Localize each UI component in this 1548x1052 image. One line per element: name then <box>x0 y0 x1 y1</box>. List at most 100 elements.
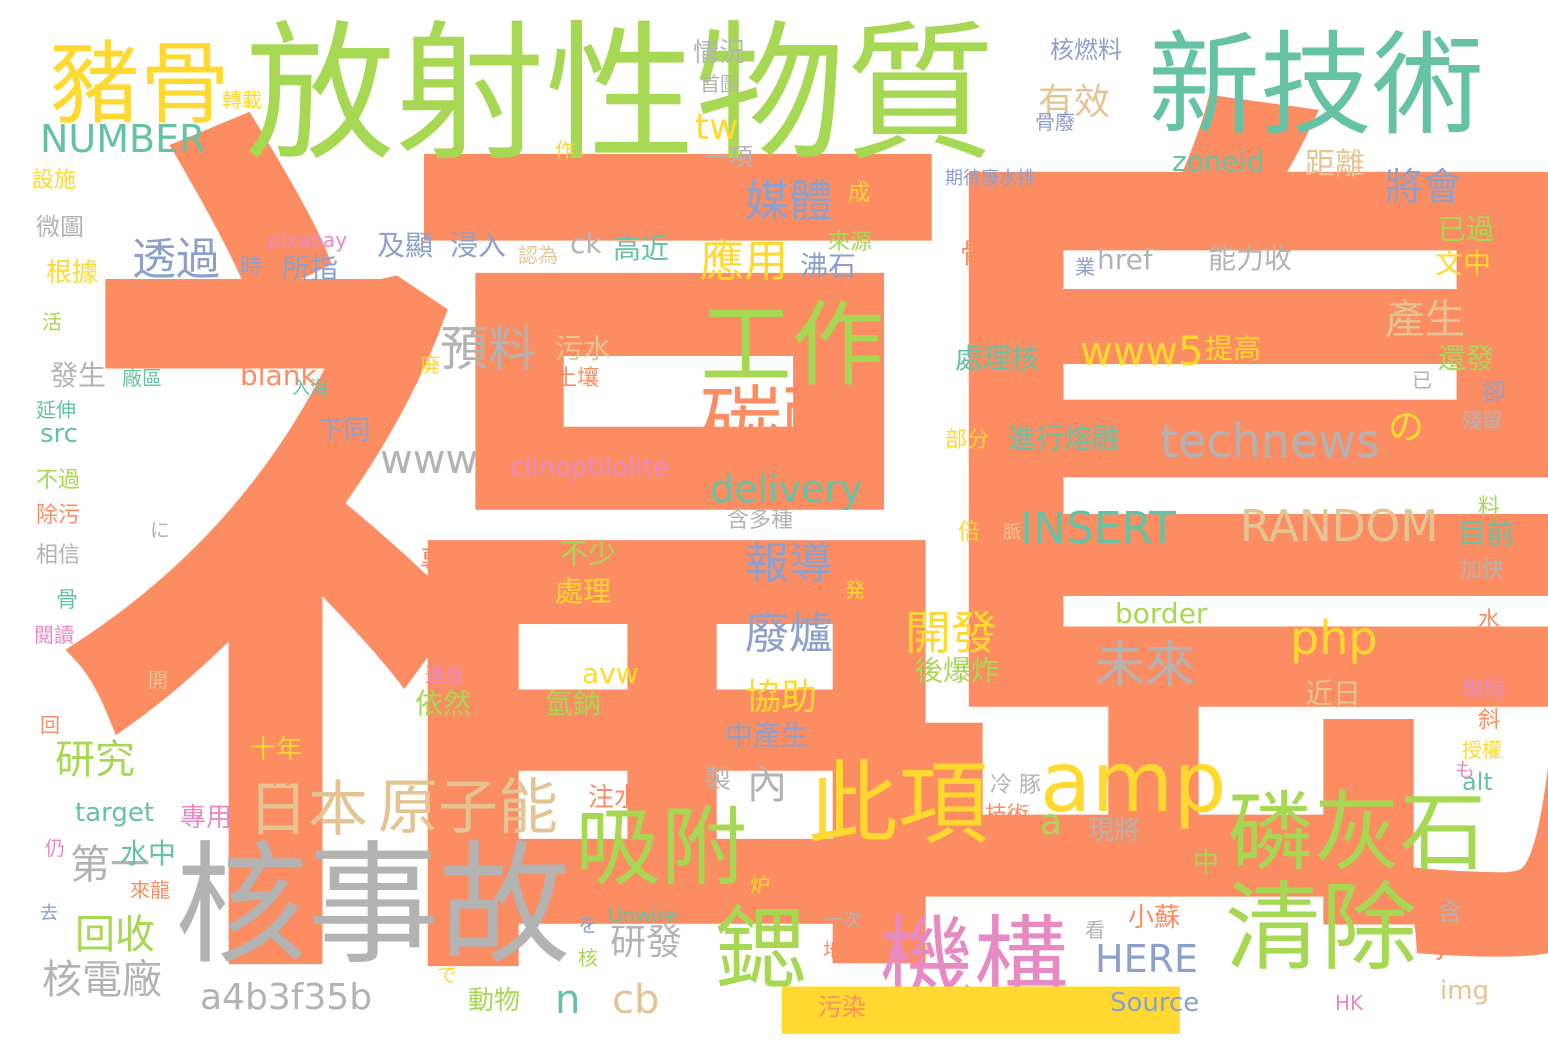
cloud-word: 報導 <box>745 538 833 589</box>
cloud-word: alt <box>1462 768 1493 796</box>
cloud-word: 核燃料 <box>1050 36 1122 64</box>
cloud-word: 磷灰石 <box>1228 783 1486 883</box>
cloud-word: 高近 <box>613 232 670 265</box>
cloud-word: 工作 <box>700 292 885 399</box>
cloud-word: 處理核 <box>955 342 1040 375</box>
cloud-word: 浸入 <box>450 229 507 262</box>
cloud-word: Unwire <box>608 903 678 927</box>
cloud-word: 脈 <box>1003 522 1021 543</box>
cloud-word: 時 <box>240 255 263 280</box>
cloud-word: 豬骨 <box>50 32 230 137</box>
cloud-word: に <box>150 518 170 542</box>
cloud-word: 回 <box>40 713 60 737</box>
cloud-word: 提高 <box>1205 332 1262 365</box>
cloud-word: technews <box>1160 414 1380 468</box>
cloud-word: 未來 <box>1095 636 1195 694</box>
cloud-word: 放射性物質 <box>245 8 996 182</box>
cloud-word: 期待廢水排 <box>945 168 1035 189</box>
cloud-word: 媒體 <box>745 176 833 227</box>
cloud-word: 発 <box>845 578 865 602</box>
cloud-word: border <box>1115 597 1208 630</box>
cloud-word: 沸石 <box>800 250 857 283</box>
cloud-word: 福 <box>70 46 970 1052</box>
cloud-word: 骨頭 <box>960 237 1017 270</box>
cloud-word: 清除 <box>1225 872 1417 984</box>
cloud-word: JAEA <box>1438 933 1493 961</box>
cloud-word: 成 <box>848 181 871 206</box>
cloud-word: 雖然 <box>1458 450 1506 478</box>
cloud-word: 中產生 <box>725 719 810 752</box>
cloud-word: HK <box>1335 991 1364 1015</box>
cloud-word: 不過 <box>36 468 81 493</box>
cloud-word: 地下 <box>823 938 863 962</box>
cloud-word: 轉載 <box>222 88 262 112</box>
cloud-word: 專用 <box>180 803 233 833</box>
cloud-word: 污染 <box>818 993 866 1021</box>
cloud-word: 新技術 <box>1148 21 1484 151</box>
cloud-word: も <box>1455 758 1475 782</box>
cloud-word: 第一 <box>70 842 150 888</box>
cloud-word: cb <box>612 977 660 1023</box>
cloud-word: 水 <box>1478 608 1501 633</box>
cloud-word: 土壤 <box>555 366 600 391</box>
cloud-word: 污水 <box>555 332 612 365</box>
cloud-word: 核事故 <box>175 829 571 983</box>
cloud-word: 内持續 <box>410 588 470 612</box>
cloud-word: 卻 <box>1482 378 1506 406</box>
cloud-word: n <box>555 977 581 1023</box>
cloud-word: 一 <box>770 785 1190 1052</box>
cloud-word: a <box>1040 802 1063 843</box>
cloud-word: 微圖 <box>36 213 84 241</box>
cloud-word: 核 <box>578 946 598 970</box>
cloud-word: 除污 <box>36 503 81 528</box>
cloud-word: img <box>1440 976 1490 1006</box>
cloud-word: を <box>578 913 598 937</box>
cloud-word: 來源 <box>828 230 873 255</box>
cloud-word: 應用 <box>700 236 788 287</box>
cloud-word: avw <box>582 657 639 690</box>
cloud-word: 核電 <box>1190 521 1235 546</box>
cloud-word: tw <box>695 107 739 148</box>
cloud-word: 仍 <box>45 836 65 860</box>
cloud-word: 協助 <box>745 677 818 718</box>
cloud-word: 近日 <box>1305 677 1362 710</box>
cloud-word: 內 <box>747 762 787 808</box>
cloud-word: href <box>1097 243 1153 276</box>
cloud-word: ck <box>570 227 602 260</box>
cloud-word: 不少 <box>560 537 617 570</box>
cloud-word: 專門 <box>420 544 477 577</box>
cloud-word: delivery <box>710 467 863 511</box>
cloud-word: 業 <box>1075 255 1095 279</box>
cloud-word: 延伸 <box>36 398 76 422</box>
cloud-word: www <box>380 437 479 483</box>
cloud-word: INSERT <box>1020 503 1176 554</box>
cloud-word: 相信 <box>36 543 81 568</box>
cloud-word: 廢爐 <box>745 608 833 659</box>
cloud-word: 作 <box>555 138 575 162</box>
cloud-word: 核電廠 <box>42 957 162 1003</box>
cloud-word: 小蘇 <box>1128 903 1181 933</box>
cloud-word: NUMBER <box>40 117 206 161</box>
cloud-word: a4b3f35b <box>200 977 373 1018</box>
cloud-word: 骨廢 <box>1035 110 1075 134</box>
cloud-word: 中 <box>1193 848 1220 878</box>
cloud-word: 原子能 <box>378 773 558 843</box>
cloud-word: 還發 <box>1438 342 1495 375</box>
cloud-word: 含 <box>1438 898 1462 926</box>
cloud-word: 冷 豚 <box>990 773 1041 798</box>
cloud-word: 部分 <box>945 428 990 453</box>
cloud-word: 進度 <box>425 663 465 687</box>
cloud-word: 透過 <box>132 234 220 285</box>
cloud-word: 有效 <box>1038 82 1111 123</box>
cloud-word: 水中 <box>120 837 177 870</box>
cloud-word: 依然 <box>415 687 472 720</box>
cloud-word: 閱讀 <box>34 623 74 647</box>
cloud-word: 動物 <box>468 986 521 1016</box>
cloud-word: 將會 <box>1385 165 1462 209</box>
cloud-word: 後爆炸 <box>915 654 1000 687</box>
cloud-word: 骨 <box>56 588 79 613</box>
cloud-word: 斜 <box>1478 708 1501 733</box>
cloud-word: 認為 <box>518 243 558 267</box>
cloud-word: 殘留 <box>1462 408 1502 432</box>
